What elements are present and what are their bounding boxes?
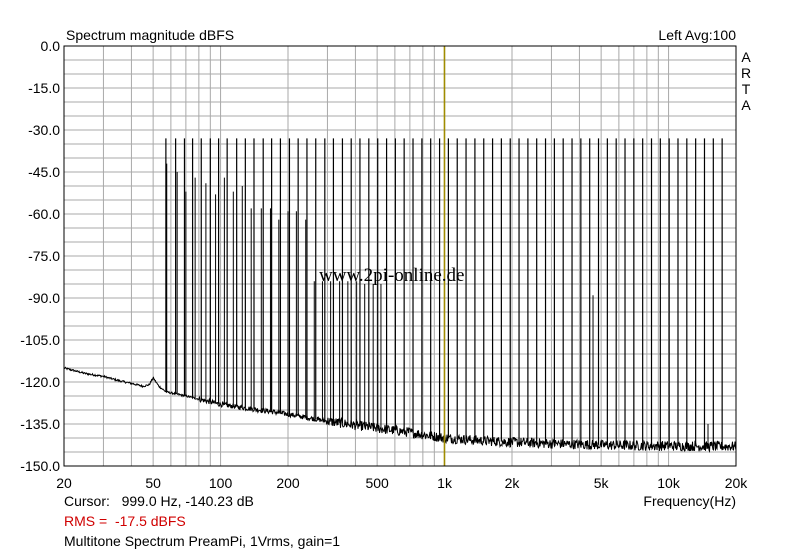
x-tick-label: 500 bbox=[365, 475, 389, 491]
rms-readout: RMS = -17.5 dBFS bbox=[64, 513, 186, 529]
y-tick-label: 0.0 bbox=[41, 38, 61, 54]
x-tick-label: 100 bbox=[209, 475, 233, 491]
x-tick-label: 2k bbox=[505, 475, 521, 491]
channel-info: Left Avg:100 bbox=[658, 27, 736, 43]
y-tick-label: -75.0 bbox=[28, 248, 60, 264]
measurement-description: Multitone Spectrum PreamPi, 1Vrms, gain=… bbox=[64, 533, 340, 549]
x-tick-label: 1k bbox=[437, 475, 453, 491]
x-tick-label: 10k bbox=[657, 475, 681, 491]
y-tick-labels: 0.0 -15.0 -30.0 -45.0 -60.0 -75.0 -90.0 -105.0 -… bbox=[20, 38, 60, 474]
y-tick-label: -105.0 bbox=[20, 332, 60, 348]
y-tick-label: -120.0 bbox=[20, 374, 60, 390]
y-tick-label: -90.0 bbox=[28, 290, 60, 306]
x-axis-label: Frequency(Hz) bbox=[643, 493, 736, 509]
y-tick-label: -135.0 bbox=[20, 416, 60, 432]
y-tick-label: -45.0 bbox=[28, 164, 60, 180]
x-tick-label: 200 bbox=[276, 475, 300, 491]
y-tick-label: -30.0 bbox=[28, 122, 60, 138]
y-tick-label: -15.0 bbox=[28, 80, 60, 96]
x-tick-label: 20k bbox=[725, 475, 749, 491]
x-tick-label: 20 bbox=[56, 475, 72, 491]
plot-frame bbox=[63, 45, 737, 467]
brand-letter: R bbox=[741, 65, 751, 81]
chart-title: Spectrum magnitude dBFS bbox=[66, 27, 234, 43]
watermark-text: www.2pi-online.de bbox=[319, 265, 464, 286]
x-tick-label: 50 bbox=[145, 475, 161, 491]
brand-letter: T bbox=[742, 81, 751, 97]
y-tick-label: -150.0 bbox=[20, 458, 60, 474]
harmonic-series bbox=[166, 163, 709, 447]
brand-letter: A bbox=[741, 97, 751, 113]
x-tick-labels: 20 50 100 200 500 1k 2k 5k 10k 20k bbox=[56, 475, 748, 491]
cursor-readout: Cursor: 999.0 Hz, -140.23 dB bbox=[64, 493, 254, 509]
x-tick-label: 5k bbox=[594, 475, 610, 491]
y-tick-label: -60.0 bbox=[28, 206, 60, 222]
tone-series bbox=[165, 138, 723, 447]
brand-letter: A bbox=[741, 49, 751, 65]
